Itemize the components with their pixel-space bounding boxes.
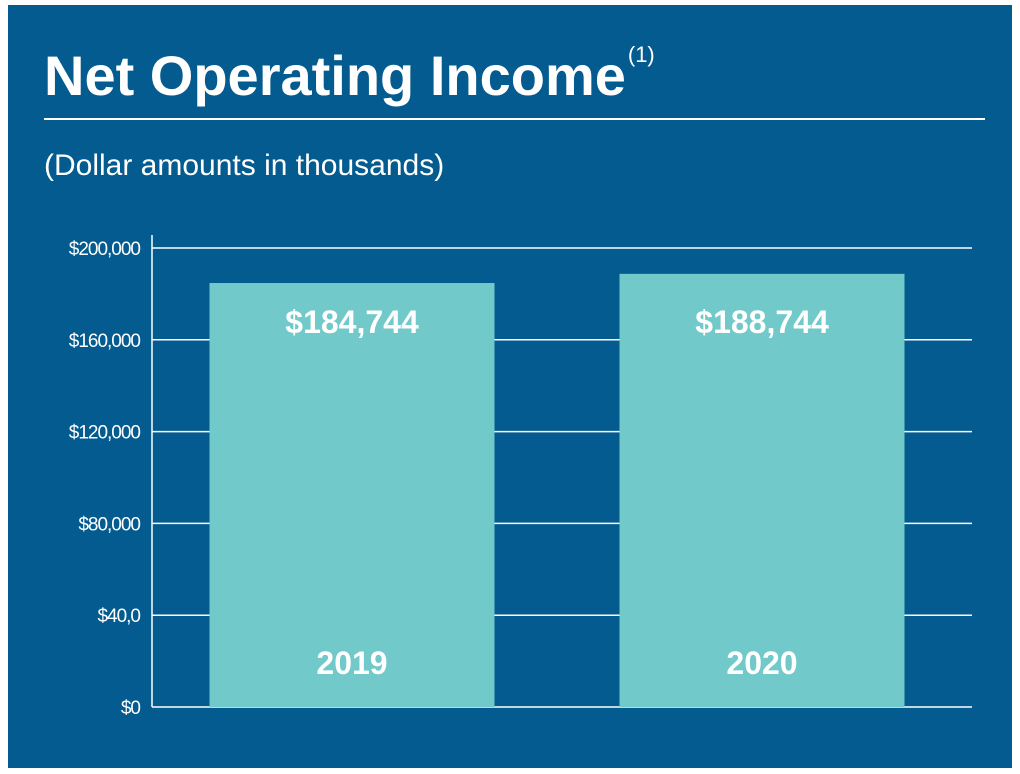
- chart-title: Net Operating Income: [44, 44, 626, 107]
- y-tick-label: $120,000: [69, 423, 141, 444]
- bar: [209, 283, 495, 707]
- y-tick-label: $160,000: [69, 331, 141, 352]
- value-label: $188,744: [695, 304, 829, 340]
- title-note: (1): [628, 42, 655, 67]
- x-tick-label: 2019: [316, 645, 387, 681]
- y-tick-label: $200,000: [69, 239, 141, 260]
- bar: [619, 273, 905, 707]
- chart-subtitle: (Dollar amounts in thousands): [44, 149, 444, 182]
- value-label: $184,744: [285, 304, 419, 340]
- x-tick-label: 2020: [726, 645, 797, 681]
- y-tick-label: $80,000: [78, 514, 140, 535]
- y-tick-label: $0: [121, 698, 141, 719]
- y-tick-label: $40,0: [97, 606, 140, 627]
